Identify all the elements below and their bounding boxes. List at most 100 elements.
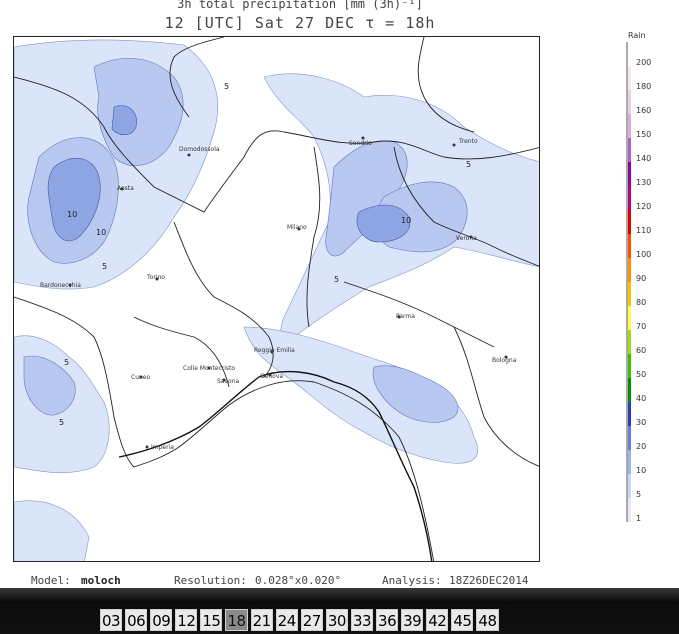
step-48[interactable]: 48 [476, 609, 499, 631]
legend-swatch [628, 330, 631, 354]
legend-tick-label: 70 [636, 322, 646, 331]
contour-label: 10 [401, 216, 411, 225]
step-15[interactable]: 15 [200, 609, 223, 631]
analysis-value: 18Z26DEC2014 [449, 574, 529, 587]
step-18[interactable]: 18 [225, 609, 248, 631]
city-label: Imperia [151, 444, 174, 451]
city-label: Savona [217, 378, 240, 385]
legend-swatch [628, 186, 631, 210]
city-label: Colle Montecristo [183, 365, 235, 372]
city-label: Parma [396, 313, 415, 320]
step-27[interactable]: 27 [300, 609, 323, 631]
step-09[interactable]: 09 [150, 609, 173, 631]
map-canvas: Domodossola Sondrio Trento Aosta Milano … [14, 37, 539, 561]
coastline [118, 370, 433, 561]
step-12[interactable]: 12 [175, 609, 198, 631]
legend-swatch [628, 138, 631, 162]
legend-tick-label: 50 [636, 370, 646, 379]
legend-title: Rain [628, 31, 646, 40]
analysis-label: Analysis: [382, 574, 442, 587]
legend-tick-label: 130 [636, 178, 651, 187]
step-33[interactable]: 33 [350, 609, 374, 631]
city-label: Genova [260, 373, 283, 380]
city-label: Trento [458, 138, 478, 145]
contour-label: 5 [59, 418, 64, 427]
city-label: Reggio Emilia [254, 347, 295, 354]
chart-title: 3h total precipitation [mm (3h)⁻¹] [177, 0, 423, 11]
legend-swatch [628, 426, 631, 450]
legend-tick-label: 180 [636, 82, 651, 91]
contour-label: 10 [96, 228, 106, 237]
resolution-label: Resolution: [174, 574, 247, 587]
chart-subtitle: 12 [UTC] Sat 27 DEC τ = 18h [164, 14, 436, 32]
precip-shading-medium [23, 57, 468, 423]
legend-swatch [628, 450, 631, 474]
city-label: Sondrio [349, 140, 372, 147]
step-36[interactable]: 36 [376, 609, 399, 631]
city-label: Bologna [492, 357, 517, 364]
legend-swatch [628, 234, 631, 258]
step-24[interactable]: 24 [275, 609, 298, 631]
model-label: Model: [31, 574, 71, 587]
borders [14, 37, 539, 561]
legend-tick-label: 200 [636, 58, 651, 67]
step-06[interactable]: 06 [125, 609, 148, 631]
step-45[interactable]: 45 [451, 609, 474, 631]
legend-swatch [628, 210, 631, 234]
legend-tick-label: 140 [636, 154, 651, 163]
city-label: Milano [287, 224, 307, 231]
legend-swatches [626, 42, 631, 522]
legend-swatch [628, 498, 631, 522]
city-labels: Domodossola Sondrio Trento Aosta Milano … [40, 138, 517, 451]
city-label: Bardonecchia [40, 282, 81, 289]
legend-tick-label: 160 [636, 106, 651, 115]
step-03[interactable]: 03 [100, 609, 123, 631]
contour-label: 5 [102, 262, 107, 271]
legend-tick-label: 30 [636, 418, 646, 427]
step-39[interactable]: 39 [401, 609, 424, 631]
precipitation-map: Domodossola Sondrio Trento Aosta Milano … [13, 36, 540, 562]
contour-labels: 5 10 10 5 10 5 5 5 5 [59, 82, 471, 427]
legend-labels: 2001801601501401301201101009080706050403… [636, 58, 651, 523]
step-30[interactable]: 30 [325, 609, 348, 631]
legend-swatch [628, 378, 631, 402]
legend-swatch [628, 42, 631, 66]
legend-tick-label: 60 [636, 346, 646, 355]
legend-tick-label: 10 [636, 466, 646, 475]
legend-tick-label: 5 [636, 490, 641, 499]
legend-tick-label: 80 [636, 298, 646, 307]
legend-swatch [628, 282, 631, 306]
precip-shading-dark [47, 105, 411, 243]
step-21[interactable]: 21 [250, 609, 273, 631]
city-label: Cuneo [131, 374, 150, 381]
legend-tick-label: 120 [636, 202, 651, 211]
time-step-selector: 03 06 09 12 15 18 21 24 27 30 33 36 39 4… [100, 609, 502, 631]
legend-tick-label: 1 [636, 514, 641, 523]
legend-tick-label: 90 [636, 274, 646, 283]
legend-tick-label: 150 [636, 130, 651, 139]
legend-swatch [628, 258, 631, 282]
city-label: Verona [456, 235, 477, 242]
city-label: Domodossola [179, 146, 220, 153]
contour-label: 5 [224, 82, 229, 91]
legend-canvas: Rain 20018016015014013012011010090807060… [626, 31, 651, 523]
contour-label: 5 [466, 160, 471, 169]
legend-swatch [628, 474, 631, 498]
model-value: moloch [81, 574, 121, 587]
resolution-value: 0.028°x0.020° [255, 574, 342, 587]
legend-tick-label: 110 [636, 226, 651, 235]
precip-legend: Rain 200 180 160 150 140 130 120 110 100 90 80 70 60… [622, 30, 677, 555]
legend-swatch [628, 162, 631, 186]
legend-tick-label: 40 [636, 394, 646, 403]
model-footer: Model: moloch Resolution: 0.028°x0.020° … [0, 572, 679, 590]
legend-swatch [628, 402, 631, 426]
legend-swatch [628, 66, 631, 90]
contour-label: 5 [64, 358, 69, 367]
legend-tick-label: 20 [636, 442, 646, 451]
legend-tick-label: 100 [636, 250, 651, 259]
legend-swatch [628, 114, 631, 138]
step-42[interactable]: 42 [426, 609, 449, 631]
city-markers [68, 136, 508, 449]
legend-swatch [628, 306, 631, 330]
legend-swatch [628, 90, 631, 114]
